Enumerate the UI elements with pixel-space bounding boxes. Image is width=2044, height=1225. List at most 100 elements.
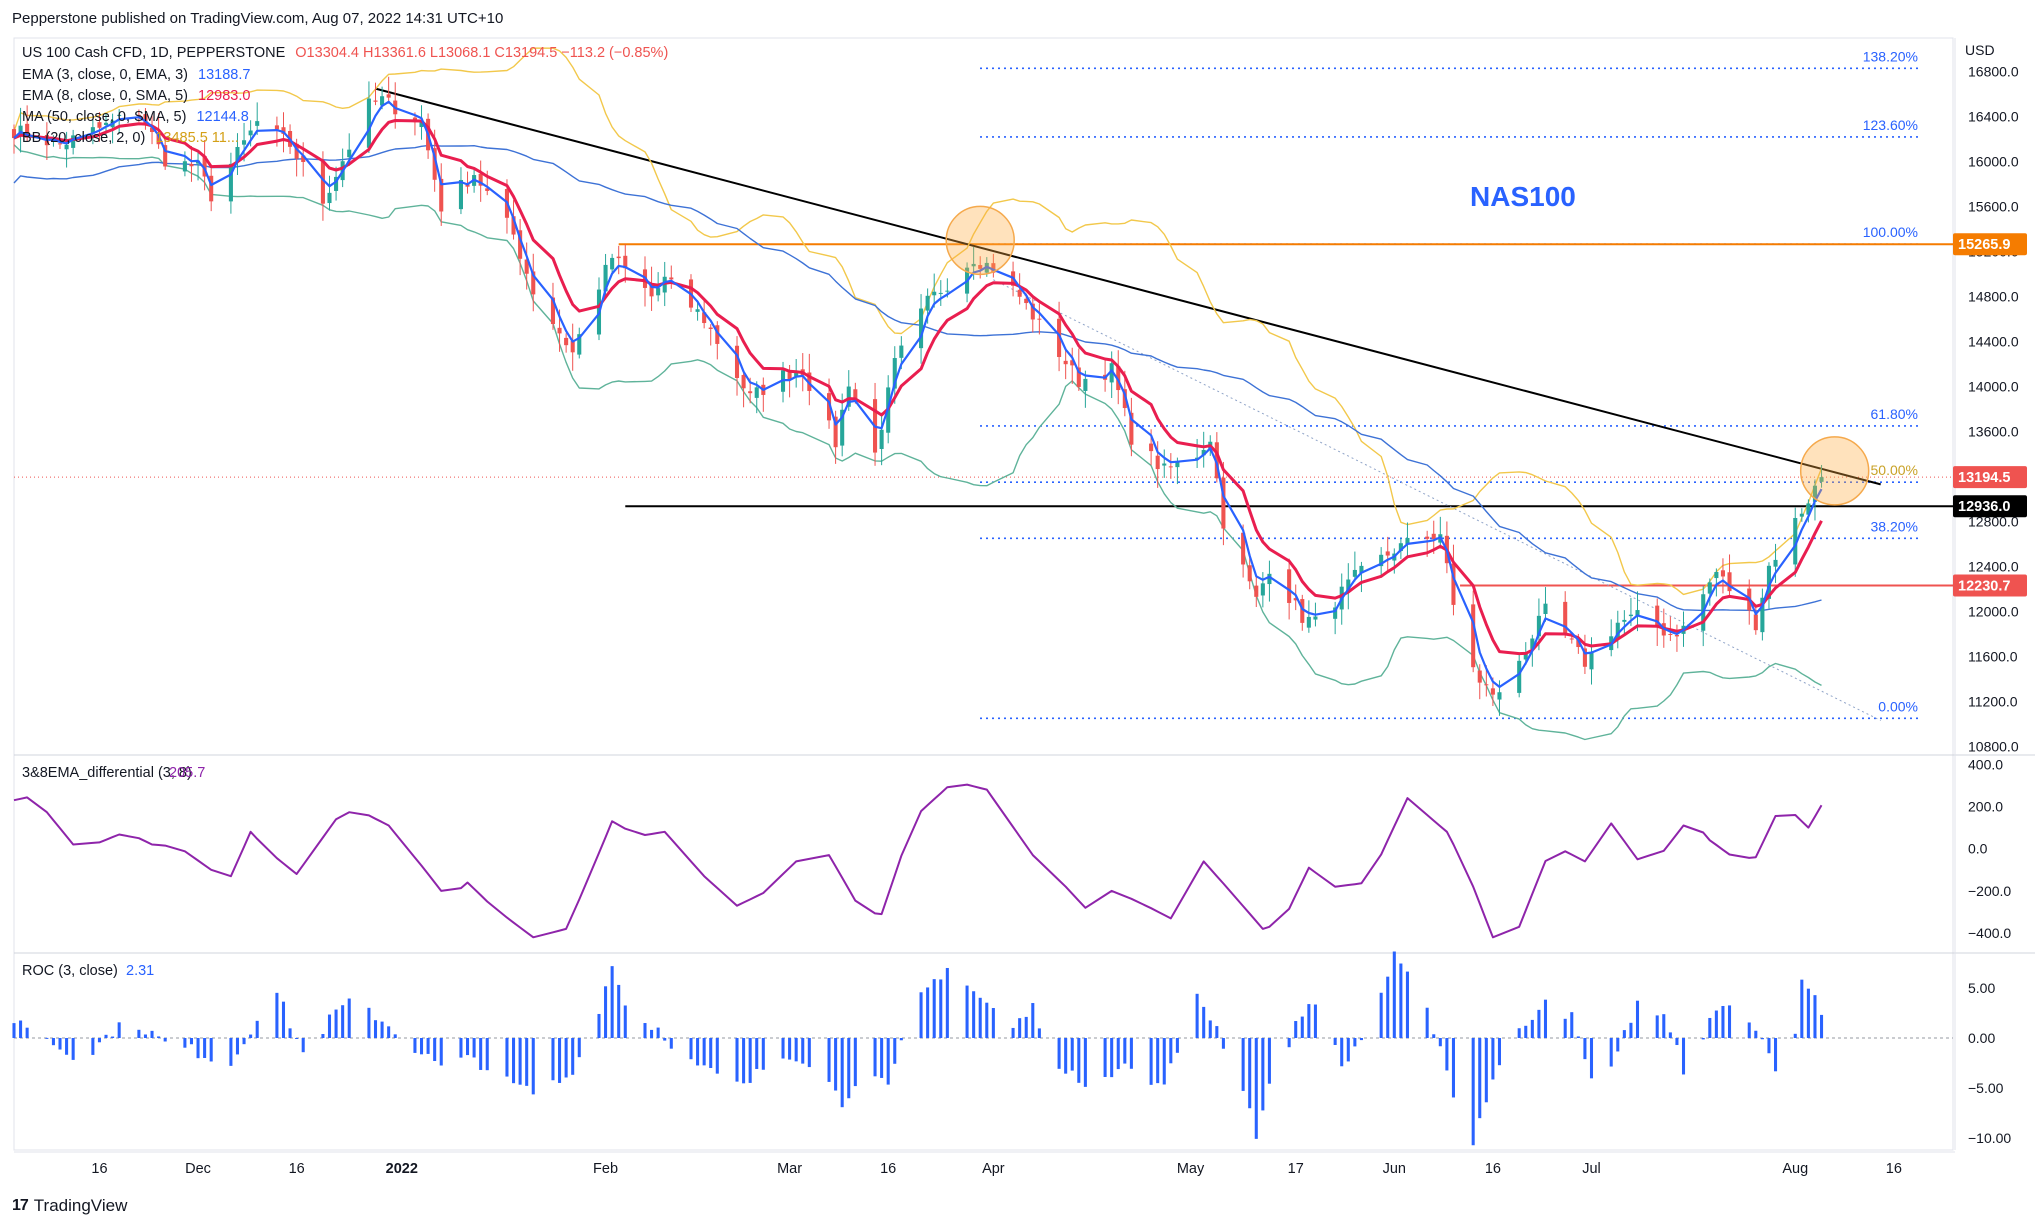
candle-body [1484, 684, 1489, 686]
roc-bar [1195, 993, 1199, 1038]
roc-bar [479, 1038, 483, 1070]
roc-bar [558, 1038, 562, 1083]
candle-body [465, 184, 470, 187]
price-tick-label: 14800.0 [1968, 289, 2019, 305]
candle-body [656, 288, 661, 296]
candle-body [320, 161, 325, 204]
roc-bar [1116, 1038, 1120, 1070]
legend-ma50[interactable]: MA (50, close, 0, SMA, 5) 12144.8 [22, 109, 249, 125]
roc-bar [715, 1038, 719, 1074]
roc-tick-label: −5.00 [1968, 1080, 2004, 1096]
time-tick-label: 16 [1485, 1161, 1501, 1177]
candle-body [209, 175, 214, 202]
roc-bar [12, 1023, 16, 1038]
candle-body [524, 259, 529, 274]
candle-body [274, 125, 279, 130]
roc-bar [91, 1038, 95, 1055]
candle-body [182, 161, 187, 172]
candle-body [1727, 572, 1732, 592]
roc-bar [1484, 1038, 1488, 1103]
candle-body [1674, 634, 1679, 637]
roc-bar [1675, 1038, 1679, 1046]
roc-bar [97, 1038, 101, 1043]
roc-bar [472, 1038, 476, 1058]
candle-body [1129, 412, 1134, 445]
roc-bar [229, 1038, 233, 1066]
legend-ema8[interactable]: EMA (8, close, 0, SMA, 5) 12983.0 [22, 88, 250, 104]
candle-body [1333, 607, 1338, 619]
time-tick-label: 16 [91, 1161, 107, 1177]
legend-ema3[interactable]: EMA (3, close, 0, EMA, 3) 13188.7 [22, 67, 250, 83]
legend-bb[interactable]: BB (20, close, 2, 0) 13485.5 11... [22, 130, 239, 146]
roc-bar [1018, 1018, 1022, 1038]
candle-body [794, 373, 799, 377]
roc-bar [413, 1038, 417, 1053]
dotted-trendline [993, 279, 1881, 721]
roc-bar [1110, 1038, 1114, 1078]
candle-body [846, 386, 851, 407]
candle-body [1753, 614, 1758, 631]
price-tick-label: 16800.0 [1968, 64, 2019, 80]
candle-body [248, 130, 253, 136]
roc-bar [426, 1038, 430, 1054]
roc-bar [978, 997, 982, 1038]
osc-legend-value: 205.7 [169, 765, 205, 781]
roc-bar [853, 1038, 857, 1087]
roc-bar [1635, 1000, 1640, 1038]
candle-body [1806, 503, 1811, 515]
candle-body [1536, 615, 1541, 637]
candle-body [1293, 598, 1298, 601]
candle-body [294, 143, 299, 159]
roc-bar [1294, 1021, 1298, 1038]
price-label-text: 12230.7 [1958, 579, 2010, 595]
candle-body [235, 146, 240, 162]
candle-body [610, 257, 615, 270]
osc-line [13, 783, 1823, 939]
roc-bar [341, 1005, 345, 1038]
roc-bar [742, 1038, 746, 1084]
roc-bar [327, 1014, 332, 1038]
roc-bar [104, 1034, 108, 1038]
roc-bar [899, 1038, 903, 1041]
roc-bar [380, 1021, 384, 1038]
roc-bar [1774, 1038, 1778, 1072]
roc-bar [150, 1030, 154, 1038]
tradingview-brand[interactable]: 17 TradingView [12, 1196, 127, 1216]
legend-symbol[interactable]: US 100 Cash CFD, 1D, PEPPERSTONE O13304.… [22, 45, 668, 61]
roc-bar [1478, 1038, 1482, 1119]
candle-body [616, 256, 621, 259]
roc-bar [25, 1027, 29, 1038]
candle-body [1149, 443, 1154, 452]
roc-bar [840, 1038, 844, 1108]
candle-body [945, 290, 950, 292]
candle-body [1379, 554, 1384, 567]
candle-body [1070, 360, 1075, 366]
legend-bb-values: 13485.5 11... [155, 130, 239, 146]
roc-bar [1083, 1038, 1087, 1087]
time-tick-label: Jul [1582, 1161, 1601, 1177]
roc-bar [965, 985, 969, 1038]
roc-bar [367, 1007, 371, 1038]
roc-bar [1300, 1016, 1304, 1038]
roc-bar [1425, 1007, 1429, 1038]
roc-bar [1307, 1004, 1311, 1038]
candle-body [702, 312, 707, 324]
roc-bar [1445, 1038, 1449, 1071]
bollinger-lower-band [13, 144, 1822, 741]
roc-bar [334, 1009, 338, 1038]
candle-body [11, 129, 17, 139]
time-tick-label: 16 [1886, 1161, 1902, 1177]
candle-body [1497, 692, 1502, 700]
roc-bar [761, 1038, 765, 1070]
roc-bar [1379, 992, 1383, 1038]
roc-bar [564, 1038, 568, 1078]
roc-bar [1543, 999, 1548, 1038]
candle-body [255, 121, 260, 126]
roc-bar [781, 1038, 785, 1059]
time-tick-label: Feb [593, 1161, 618, 1177]
candle-body [1076, 367, 1081, 387]
roc-bar [873, 1038, 877, 1077]
candle-body [1030, 303, 1035, 320]
roc-bar [1629, 1022, 1633, 1038]
